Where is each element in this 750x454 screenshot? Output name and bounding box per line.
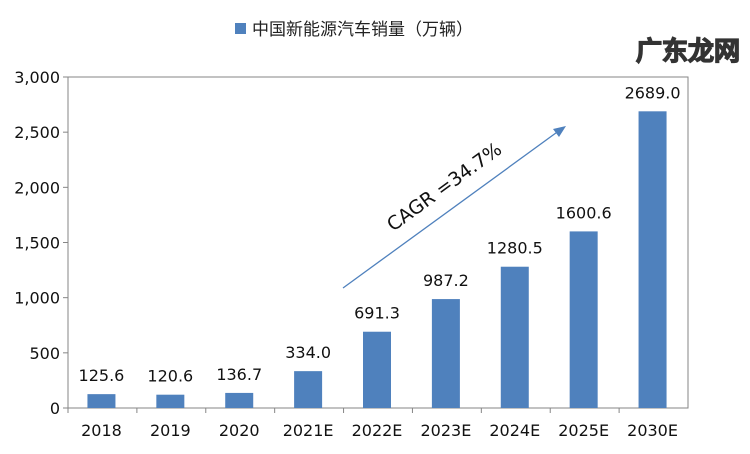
data-label: 120.6: [147, 367, 193, 386]
cagr-annotation: CAGR =34.7%: [342, 126, 566, 289]
bar: [87, 394, 116, 408]
legend: 中国新能源汽车销量（万辆）: [235, 20, 473, 40]
y-tick-label: 1,000: [14, 289, 60, 308]
data-label: 2689.0: [625, 83, 681, 102]
arrow-head-icon: [553, 126, 566, 137]
x-tick-label: 2019: [150, 421, 191, 440]
x-tick-label: 2018: [81, 421, 122, 440]
data-label: 136.7: [216, 365, 262, 384]
x-tick-label: 2022E: [352, 421, 403, 440]
data-label: 1280.5: [487, 239, 543, 258]
data-label: 691.3: [354, 304, 400, 323]
y-tick-label: 500: [29, 344, 60, 363]
watermark: 广东龙网: [636, 36, 740, 67]
x-tick-label: 2025E: [558, 421, 609, 440]
bar: [638, 111, 667, 409]
data-label: 1600.6: [556, 203, 612, 222]
x-tick-label: 2020: [219, 421, 260, 440]
cagr-label: CAGR =34.7%: [383, 138, 506, 236]
bar: [225, 392, 254, 408]
y-tick-label: 3,000: [14, 68, 60, 87]
bar: [500, 266, 529, 408]
y-tick-label: 1,500: [14, 234, 60, 253]
data-label: 334.0: [285, 343, 331, 362]
legend-swatch: [235, 23, 246, 34]
data-label: 987.2: [423, 271, 469, 290]
bar: [363, 331, 391, 408]
bar: [156, 394, 185, 408]
x-tick-label: 2021E: [283, 421, 334, 440]
legend-label: 中国新能源汽车销量（万辆）: [252, 20, 473, 40]
data-label: 125.6: [79, 366, 125, 385]
y-tick-label: 0: [50, 399, 60, 418]
x-tick-label: 2030E: [627, 421, 678, 440]
trend-arrow: [342, 129, 561, 289]
x-tick-label: 2023E: [420, 421, 471, 440]
x-tick-label: 2024E: [489, 421, 540, 440]
bar: [569, 231, 598, 408]
y-tick-label: 2,000: [14, 178, 60, 197]
bar: [431, 299, 460, 408]
y-tick-label: 2,500: [14, 123, 60, 142]
bar: [294, 371, 323, 408]
